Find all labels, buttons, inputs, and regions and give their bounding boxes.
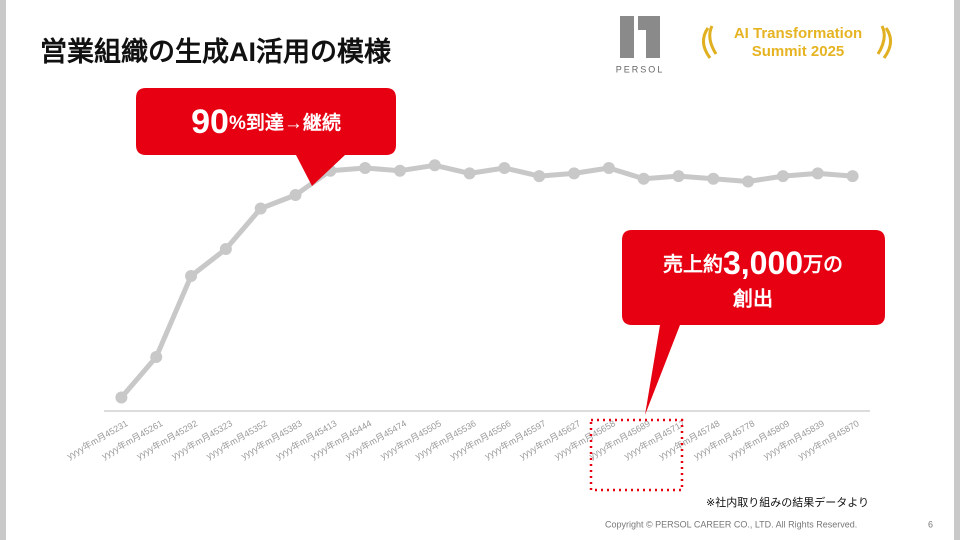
x-tick-label: yyyy年m月45474 — [343, 417, 408, 461]
persol-logo: PERSOL — [616, 16, 665, 74]
x-tick-label: yyyy年m月45778 — [691, 417, 756, 461]
logo-text: PERSOL — [616, 64, 665, 74]
callout-big: 3,000 — [723, 245, 803, 281]
x-tick-label: yyyy年m月45597 — [483, 417, 548, 461]
x-tick-label: yyyy年m月45748 — [657, 417, 722, 461]
x-tick-label: yyyy年m月45383 — [239, 417, 304, 461]
data-point — [672, 170, 685, 183]
x-tick-label: yyyy年m月45352 — [204, 417, 269, 461]
x-tick-label: yyyy年m月45536 — [413, 417, 478, 461]
callout-big: 90 — [191, 103, 229, 141]
callout-small: %到達→継続 — [229, 111, 341, 134]
x-tick-label: yyyy年m月45292 — [134, 417, 199, 461]
data-point — [393, 164, 406, 177]
callout-post: 万の — [802, 254, 843, 276]
data-point — [811, 167, 824, 180]
x-tick-label: yyyy年m月45658 — [552, 417, 617, 461]
data-point — [185, 270, 198, 282]
data-point — [568, 167, 581, 180]
data-point — [219, 243, 232, 255]
note: ※社内取り組みの結果データより — [706, 495, 869, 509]
x-tick-label: yyyy年m月45323 — [169, 417, 234, 461]
callout: 90%到達→継続 — [136, 88, 396, 186]
page-number: 6 — [928, 519, 933, 529]
data-point — [359, 162, 372, 174]
callout-text: 売上約3,000万の — [663, 245, 843, 281]
x-tick-label: yyyy年m月45231 — [65, 417, 130, 461]
data-point — [533, 170, 546, 183]
data-point — [637, 172, 650, 185]
callout-text: 90%到達→継続 — [191, 103, 341, 141]
side-band — [954, 0, 960, 540]
side-band — [0, 0, 6, 540]
data-point — [498, 162, 511, 174]
data-point — [602, 162, 615, 174]
x-tick-label: yyyy年m月45413 — [274, 417, 339, 461]
callout-line2: 創出 — [732, 286, 773, 310]
data-point — [742, 175, 755, 188]
x-tick-label: yyyy年m月45627 — [517, 417, 582, 461]
callout: 売上約3,000万の 創出 — [622, 230, 885, 415]
x-tick-label: yyyy年m月45505 — [378, 417, 443, 461]
x-tick-label: yyyy年m月45870 — [796, 417, 861, 461]
data-point — [115, 391, 128, 404]
copyright: Copyright © PERSOL CAREER CO., LTD. All … — [605, 519, 857, 529]
data-point — [846, 170, 859, 183]
data-point — [463, 167, 476, 180]
event-year: Summit 2025 — [752, 43, 845, 60]
x-tick-label: yyyy年m月45717 — [622, 417, 687, 461]
data-point — [254, 202, 267, 215]
x-tick-label: yyyy年m月45261 — [100, 417, 165, 461]
callout-pre: 売上約 — [663, 252, 723, 276]
event-title: AI Transformation — [734, 25, 862, 42]
data-point — [428, 159, 441, 172]
x-tick-label: yyyy年m月45839 — [761, 417, 826, 461]
data-point — [707, 172, 720, 185]
slide-title: 営業組織の生成AI活用の模様 — [40, 36, 392, 67]
x-tick-label: yyyy年m月45444 — [308, 417, 373, 461]
x-tick-label: yyyy年m月45809 — [726, 417, 791, 461]
data-point — [776, 170, 789, 183]
x-tick-label: yyyy年m月45566 — [448, 417, 513, 461]
data-line — [119, 162, 853, 400]
x-tick-label: yyyy年m月45689 — [587, 417, 652, 461]
event-logo: AI Transformation Summit 2025 — [702, 25, 892, 60]
data-point — [150, 351, 163, 363]
highlight-box — [589, 418, 684, 492]
data-point — [289, 189, 302, 201]
